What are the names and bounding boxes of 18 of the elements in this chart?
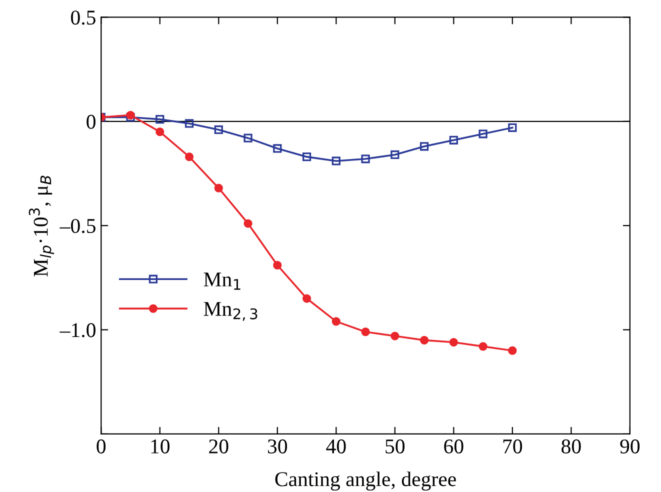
legend-label: Mn$_{1}$ xyxy=(204,272,240,290)
x-tick-label: 90 xyxy=(620,439,640,454)
x-tick-label: 50 xyxy=(386,439,405,454)
y-axis-title: M$_{lp}$·10$^{3}$, μ$_{B}$ xyxy=(28,176,54,276)
x-tick-label: 60 xyxy=(444,439,464,454)
y-tick-label: 0 xyxy=(86,114,96,129)
x-tick-label: 80 xyxy=(562,439,581,454)
x-tick-label: 0 xyxy=(96,439,106,454)
x-tick-label: 70 xyxy=(503,439,522,454)
x-tick-label: 30 xyxy=(268,439,288,454)
y-tick-label: –0.5 xyxy=(60,218,96,234)
x-tick-label: 40 xyxy=(326,439,346,454)
y-tick-label: 0.5 xyxy=(71,10,96,25)
x-axis-title: Canting angle, degree xyxy=(275,472,456,491)
x-tick-label: 10 xyxy=(151,439,170,454)
y-tick-label: –1.0 xyxy=(60,323,96,338)
legend-label: Mn$_{2,3}$ xyxy=(204,302,258,321)
x-tick-label: 20 xyxy=(209,439,228,454)
